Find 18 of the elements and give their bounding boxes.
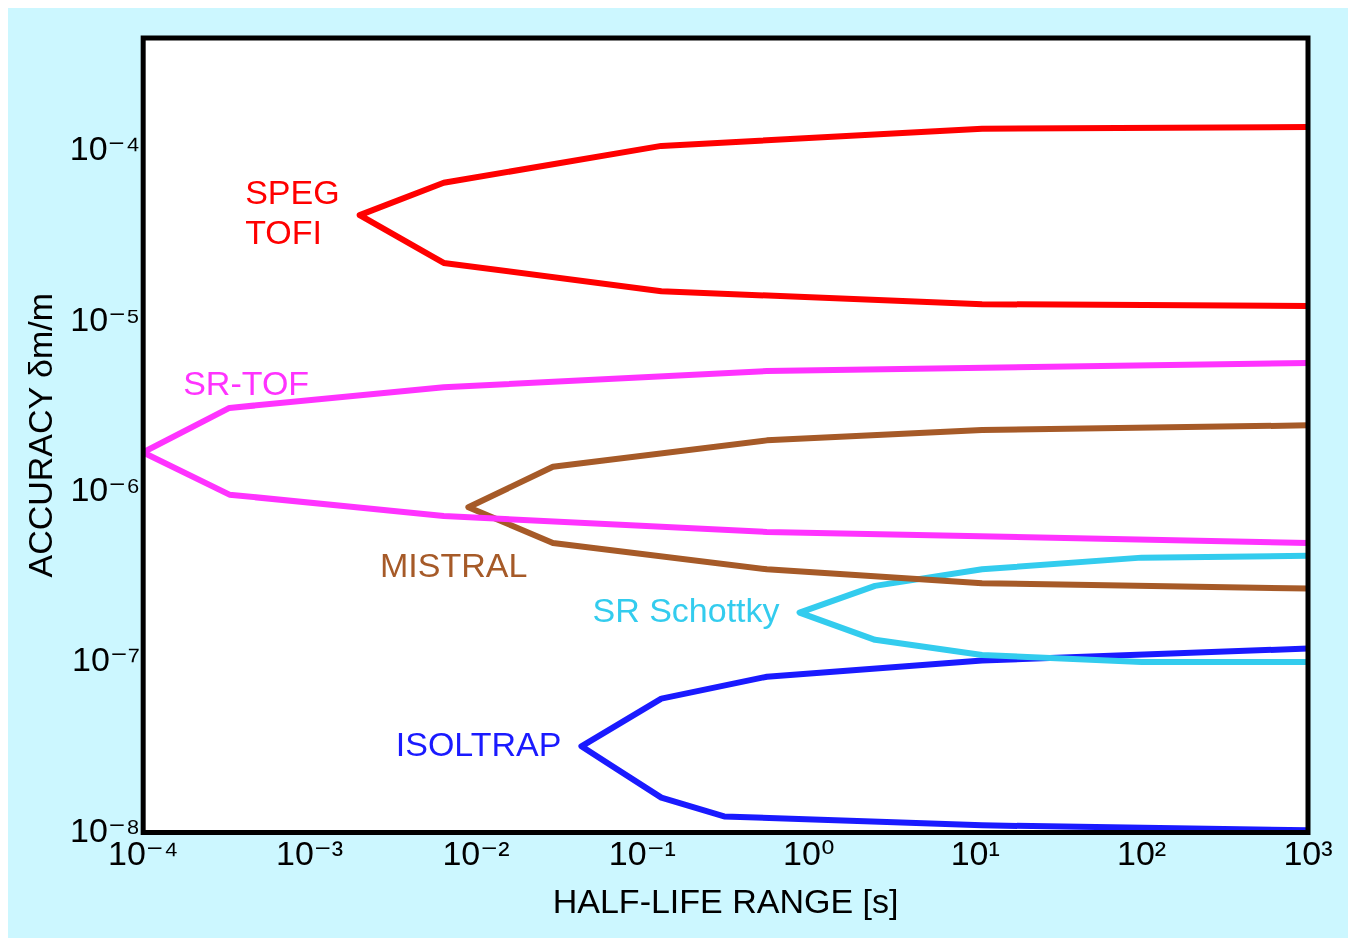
x-tick-label: 10⁻²	[442, 834, 510, 873]
series-label: ISOLTRAP	[395, 724, 562, 763]
series-label: SPEG TOFI	[245, 173, 340, 252]
x-tick-label: 10¹	[950, 834, 1000, 873]
y-tick-label: 10⁻⁷	[72, 640, 141, 679]
x-tick-label: 10²	[1117, 834, 1167, 873]
x-tick-label: 10⁰	[783, 834, 835, 873]
y-tick-label: 10⁻⁴	[69, 129, 141, 168]
y-tick-label: 10⁻⁵	[70, 299, 141, 338]
x-tick-label: 10³	[1283, 834, 1333, 873]
x-tick-label: 10⁻³	[276, 834, 344, 873]
series-label: MISTRAL	[379, 545, 528, 584]
series-label: SR-TOF	[183, 363, 310, 402]
x-axis-title: HALF-LIFE RANGE [s]	[552, 881, 899, 920]
y-axis-title: ACCURACY δm/m	[20, 292, 59, 578]
x-tick-label: 10⁻¹	[608, 834, 676, 873]
series-label: SR Schottky	[592, 590, 780, 629]
y-tick-label: 10⁻⁶	[70, 470, 141, 509]
